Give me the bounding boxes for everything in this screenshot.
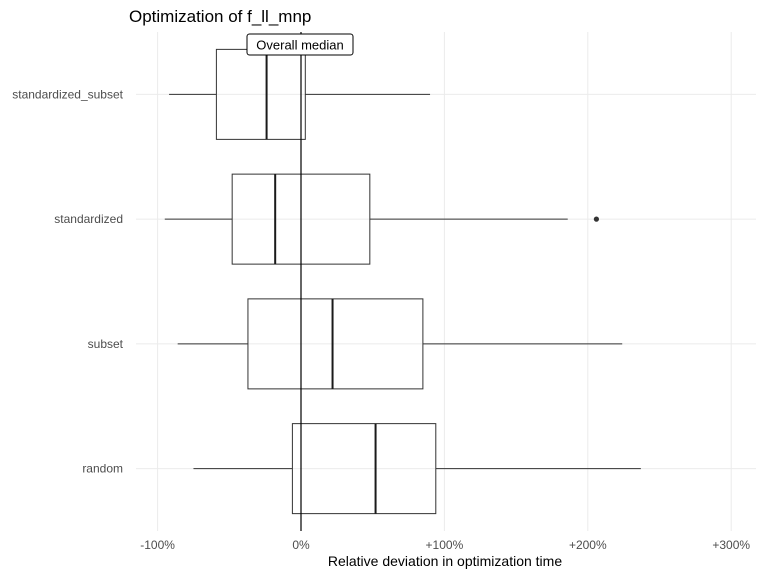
overall-median-label-box	[246, 33, 354, 56]
box-standardized	[164, 173, 600, 265]
y-tick-labels: standardized_subset standardized subset ran…	[12, 87, 123, 475]
box-subset	[177, 298, 623, 390]
y-tick-label: subset	[88, 337, 124, 351]
grid	[136, 32, 756, 531]
interquartile-box	[247, 298, 424, 390]
x-tick-label: +100%	[426, 538, 464, 552]
x-tick-label: 0%	[292, 538, 310, 552]
x-tick-labels: -100% 0% +100% +200% +300%	[140, 538, 750, 552]
chart-title: Optimization of f_ll_mnp	[129, 7, 311, 26]
interquartile-box	[291, 423, 437, 515]
overall-median-label: Overall median	[256, 38, 343, 53]
x-axis-label: Relative deviation in optimization time	[328, 553, 562, 569]
y-tick-label: standardized_subset	[12, 87, 123, 101]
outlier-point	[593, 216, 600, 222]
x-tick-label: +200%	[569, 538, 607, 552]
boxes	[164, 48, 641, 515]
x-tick-label: -100%	[140, 538, 175, 552]
x-tick-label: +300%	[712, 538, 750, 552]
y-tick-label: random	[82, 462, 123, 476]
y-tick-label: standardized	[54, 212, 123, 226]
reference-line-group: Overall median	[246, 32, 354, 531]
box-random	[193, 423, 641, 515]
